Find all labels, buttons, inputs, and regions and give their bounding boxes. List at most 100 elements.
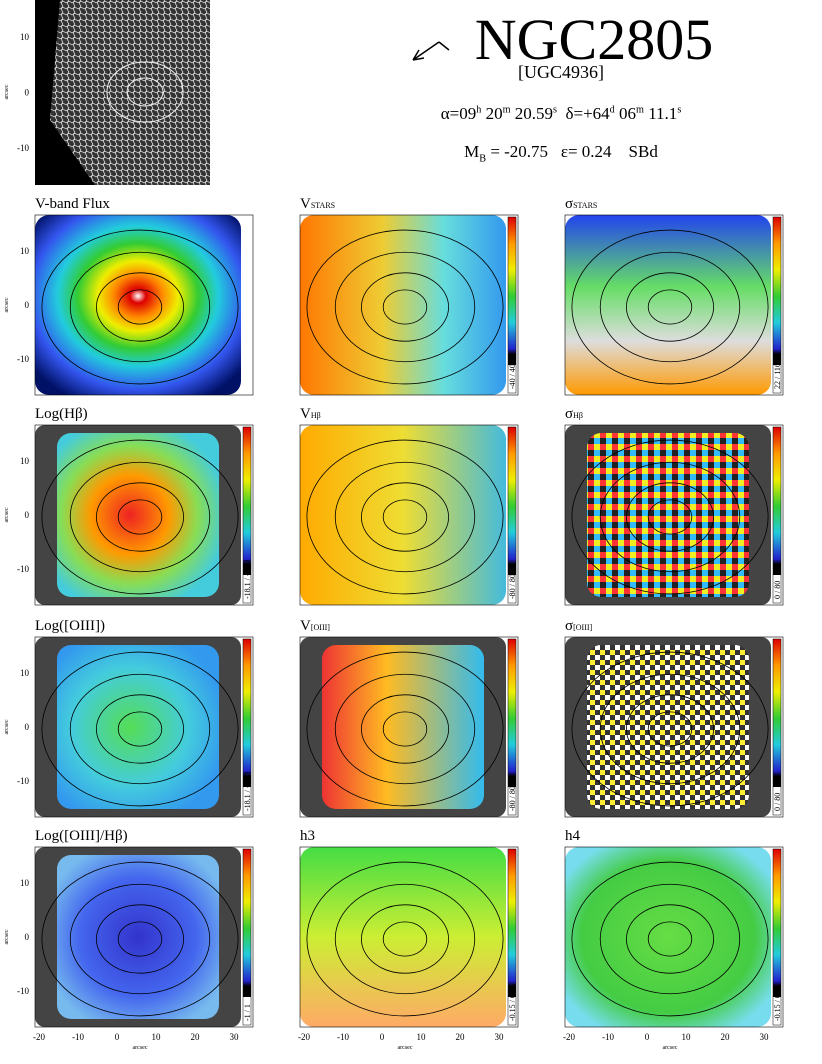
colorbar-range: 22 / 116 (773, 363, 782, 389)
colorbar (772, 216, 782, 394)
contour (599, 461, 741, 573)
panel-title: Log([OIII]) (35, 618, 105, 634)
colorbar-range: -0.15 / 0.15 (508, 984, 517, 1021)
colorbar (242, 638, 252, 816)
colorbar (507, 426, 517, 604)
x-tick-label: -20 (298, 1032, 310, 1042)
ra: 20 (481, 104, 503, 123)
x-axis-label: arcsec (133, 1045, 148, 1051)
contour (117, 289, 163, 325)
x-tick-label: 10 (152, 1032, 162, 1042)
panel-title-sub: [OIII] (311, 623, 330, 632)
subtitle: [UGC4936] (300, 62, 822, 83)
colorbar (507, 216, 517, 394)
contour (334, 883, 476, 995)
y-tick-label: -10 (17, 564, 29, 574)
panel: σHβ 0 / 80 (564, 406, 784, 606)
x-tick-label: 0 (115, 1032, 120, 1042)
panel: σ[OIII] 0 / 80 (564, 618, 784, 818)
frame (299, 424, 519, 606)
ra-unit: s (553, 104, 557, 116)
contour (647, 499, 693, 535)
ra-unit: m (502, 104, 511, 116)
contour (96, 272, 184, 342)
colorbar-range: -40 / 40 (508, 364, 517, 389)
y-tick-label: 10 (20, 32, 30, 42)
panel-title-sub: STARS (311, 201, 335, 210)
panel-title-main: Log([OIII]/Hβ) (35, 828, 128, 844)
galaxy-name: NGC2805 (300, 8, 822, 72)
colorbar (242, 426, 252, 604)
frame (299, 214, 519, 396)
properties: MB = -20.75 ε= 0.24 SBd (300, 142, 822, 164)
contour (626, 904, 715, 974)
contour (599, 673, 741, 785)
ra: α=09 (440, 104, 477, 123)
y-axis-label: arcsec (4, 297, 10, 312)
y-tick-label: 0 (25, 510, 30, 520)
contour (571, 651, 769, 807)
x-tick-label: 20 (721, 1032, 731, 1042)
x-tick-label: 30 (495, 1032, 505, 1042)
contour (571, 861, 769, 1017)
colorbar (507, 638, 517, 816)
x-tick-label: -10 (337, 1032, 349, 1042)
thumbnail (35, 0, 210, 185)
y-axis-label: arcsec (4, 507, 10, 522)
panel: Log([OIII]/Hβ) -1 / 1 -20 -10 0 10 20 30 arcsec (33, 828, 254, 1051)
panel-title: Log([OIII]/Hβ) (35, 828, 128, 844)
contour (117, 711, 163, 747)
map (35, 215, 241, 395)
subtitle-text: [UGC4936] (518, 62, 604, 82)
contour (41, 861, 239, 1017)
x-tick-label: 30 (760, 1032, 770, 1042)
ellipticity: ε= 0.24 (560, 142, 612, 161)
y-axis-label: arcsec (4, 719, 10, 734)
panel: σSTARS 22 / 116 (564, 196, 784, 396)
frame (564, 214, 784, 396)
colorbar (242, 848, 252, 1026)
map (300, 215, 506, 395)
frame (299, 636, 519, 818)
title: NGC2805 (474, 7, 714, 72)
contour (360, 694, 449, 764)
contour (360, 482, 449, 552)
morph-type: SBd (628, 142, 658, 161)
panel: Log(Hβ) -18.1 / -15.3 (34, 406, 254, 606)
panel-title: Log(Hβ) (35, 406, 88, 422)
panel-title-main: σ (565, 618, 573, 634)
panel-title-main: σ (565, 406, 573, 422)
contour (382, 711, 428, 747)
contour (571, 229, 769, 385)
contour (334, 673, 476, 785)
panel: VHβ -80 / 80 (299, 406, 519, 606)
x-tick-label: 10 (682, 1032, 692, 1042)
ra: 20.59 (510, 104, 553, 123)
panel: VSTARS -40 / 40 (299, 196, 519, 396)
contour (647, 711, 693, 747)
dec: δ=+64 (565, 104, 610, 123)
panel-title-main: V (300, 618, 311, 634)
map (565, 847, 771, 1027)
panel: Log([OIII]) -18.1 / -15.3 (34, 618, 254, 818)
y-axis-label: arcsec (4, 929, 10, 944)
y-tick-label: 0 (25, 300, 30, 310)
x-tick-label: 10 (417, 1032, 427, 1042)
map (300, 847, 506, 1027)
frame (34, 214, 254, 396)
contour (96, 694, 184, 764)
contour (599, 883, 741, 995)
x-tick-label: 20 (456, 1032, 466, 1042)
frame (564, 846, 784, 1028)
north-arrow (412, 41, 450, 61)
contour (647, 921, 693, 957)
colorbar-range: 0 / 80 (773, 793, 782, 811)
panel-title-main: V-band Flux (35, 196, 110, 212)
contour (626, 694, 715, 764)
panel: V-band Flux (34, 196, 254, 396)
contour (306, 651, 504, 807)
contour (96, 904, 184, 974)
contour (41, 651, 239, 807)
